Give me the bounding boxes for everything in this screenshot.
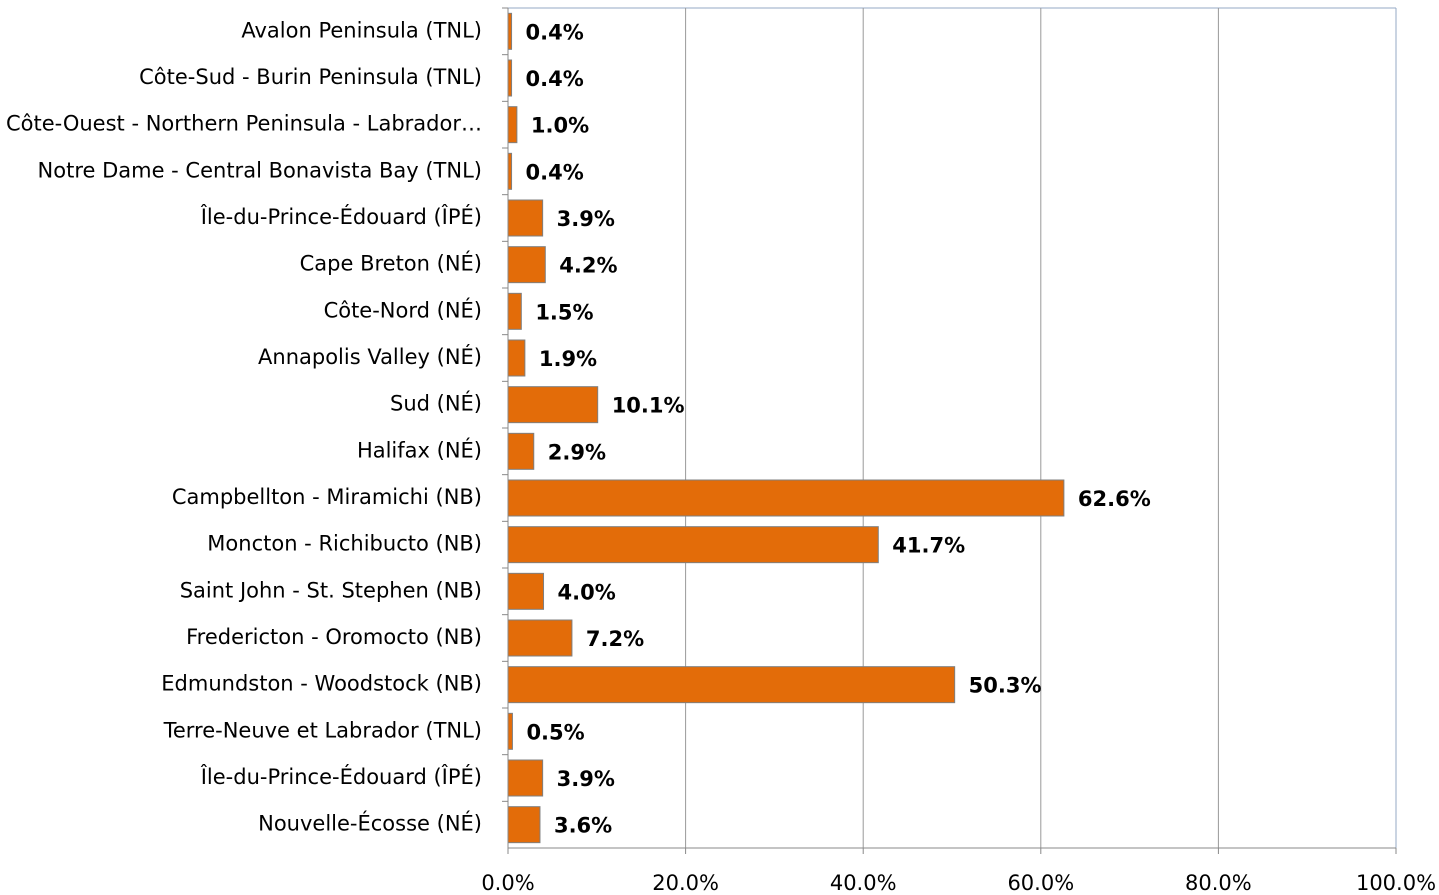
value-label: 41.7%	[892, 534, 965, 558]
bar	[507, 526, 879, 564]
x-tick-label: 100.0%	[1356, 871, 1436, 895]
value-label: 62.6%	[1078, 487, 1151, 511]
bar	[507, 806, 541, 844]
y-tick-label: Moncton - Richibucto (NB)	[207, 532, 482, 556]
y-tick-label: Saint John - St. Stephen (NB)	[180, 578, 482, 602]
value-label: 0.4%	[526, 67, 584, 91]
bar	[507, 759, 544, 797]
y-tick-label: Côte-Ouest - Northern Peninsula - Labrad…	[6, 112, 482, 136]
value-label: 0.4%	[526, 20, 584, 44]
bar	[507, 619, 573, 657]
bar	[507, 666, 956, 704]
value-label: 3.9%	[557, 767, 615, 791]
y-tick-label: Annapolis Valley (NÉ)	[258, 344, 482, 369]
value-label: 1.0%	[531, 114, 589, 138]
bar	[507, 12, 513, 50]
y-tick-label: Sud (NÉ)	[390, 391, 482, 416]
bar	[507, 479, 1065, 517]
bar	[507, 432, 535, 470]
y-tick-label: Île-du-Prince-Édouard (ÎPÉ)	[200, 764, 482, 789]
bar	[507, 386, 599, 424]
y-tick-label: Campbellton - Miramichi (NB)	[172, 485, 482, 509]
value-label: 3.6%	[554, 814, 612, 838]
y-tick-label: Edmundston - Woodstock (NB)	[161, 672, 482, 696]
bar	[507, 106, 518, 144]
value-label: 1.9%	[539, 347, 597, 371]
y-tick-label: Côte-Sud - Burin Peninsula (TNL)	[139, 65, 482, 89]
y-tick-label: Nouvelle-Écosse (NÉ)	[258, 811, 482, 836]
bar	[507, 339, 526, 377]
x-tick-label: 80.0%	[1185, 871, 1252, 895]
value-label: 4.2%	[559, 254, 617, 278]
x-tick-label: 60.0%	[1007, 871, 1074, 895]
value-label: 7.2%	[586, 627, 644, 651]
bar	[507, 199, 544, 237]
value-label: 4.0%	[558, 580, 616, 604]
bar	[507, 246, 546, 284]
y-tick-label: Halifax (NÉ)	[357, 437, 482, 462]
bar	[507, 59, 513, 97]
x-tick-label: 20.0%	[652, 871, 719, 895]
x-tick-label: 0.0%	[481, 871, 534, 895]
y-tick-label: Notre Dame - Central Bonavista Bay (TNL)	[38, 158, 482, 182]
value-label: 0.5%	[526, 720, 584, 744]
value-label: 10.1%	[612, 394, 685, 418]
value-label: 3.9%	[557, 207, 615, 231]
y-tick-label: Côte-Nord (NÉ)	[324, 297, 482, 322]
bar	[507, 152, 513, 190]
y-tick-label: Terre-Neuve et Labrador (TNL)	[163, 718, 482, 742]
bar	[507, 712, 513, 750]
y-tick-label: Avalon Peninsula (TNL)	[241, 18, 482, 42]
x-tick-label: 40.0%	[830, 871, 897, 895]
y-tick-label: Cape Breton (NÉ)	[300, 251, 482, 276]
bar	[507, 292, 522, 330]
y-tick-label: Île-du-Prince-Édouard (ÎPÉ)	[200, 204, 482, 229]
y-tick-label: Fredericton - Oromocto (NB)	[186, 625, 482, 649]
value-label: 0.4%	[526, 160, 584, 184]
bar	[507, 572, 545, 610]
value-label: 1.5%	[535, 300, 593, 324]
value-label: 50.3%	[969, 674, 1042, 698]
value-label: 2.9%	[548, 440, 606, 464]
